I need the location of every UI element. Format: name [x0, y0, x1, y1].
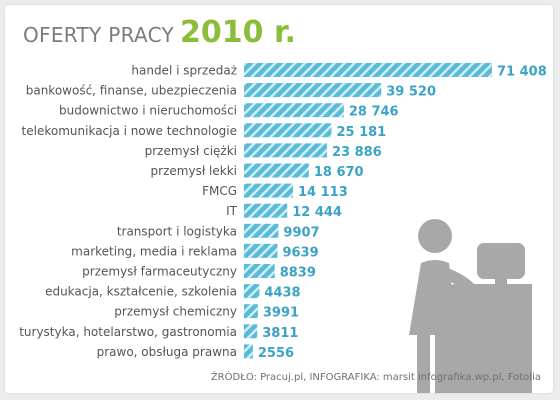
value-label: 9639 — [282, 245, 318, 260]
bar — [244, 243, 278, 258]
value-label: 39 520 — [386, 85, 436, 100]
value-label: 18 670 — [314, 165, 364, 180]
title-year: 2010 r. — [180, 15, 296, 50]
category-label: przemysł ciężki — [145, 144, 237, 158]
category-label: przemysł chemiczny — [114, 305, 237, 319]
value-label: 12 444 — [292, 205, 342, 220]
bar — [244, 103, 344, 118]
source-label: ŹRÓDŁO: — [210, 372, 257, 383]
category-label: edukacja, kształcenie, szkolenia — [45, 285, 237, 299]
value-label: 2556 — [258, 346, 294, 361]
value-label: 3991 — [263, 306, 299, 321]
bar — [244, 264, 275, 278]
bar — [244, 183, 294, 198]
bar — [244, 123, 332, 138]
bar — [244, 203, 288, 218]
bar — [244, 143, 327, 158]
bar-chart: handel i sprzedaż 71 408 bankowość, finans… — [19, 63, 547, 393]
title-prefix: OFERTY PRACY — [23, 23, 175, 47]
category-label: handel i sprzedaż — [131, 64, 237, 78]
source-note: ŹRÓDŁO: Pracuj.pl, INFOGRAFIKA: marsit i… — [211, 372, 541, 383]
page-title: OFERTY PRACY 2010 r. — [23, 15, 296, 55]
value-label: 28 746 — [349, 105, 399, 120]
category-label: prawo, obsługa prawna — [97, 345, 237, 359]
category-label: transport i logistyka — [117, 224, 237, 238]
bar — [244, 63, 492, 77]
woman-at-computer-icon — [409, 219, 532, 393]
category-label: turystyka, hotelarstwo, gastronomia — [19, 325, 237, 339]
category-label: marketing, media i reklama — [71, 244, 237, 258]
value-label: 3811 — [262, 326, 298, 341]
category-label: budownictwo i nieruchomości — [59, 104, 237, 118]
value-label: 4438 — [264, 286, 300, 301]
bar — [244, 304, 258, 319]
bar — [244, 163, 309, 178]
category-label: przemysł farmaceutyczny — [82, 265, 237, 279]
bar — [244, 83, 382, 98]
category-label: przemysł lekki — [151, 164, 237, 178]
value-label: 25 181 — [336, 125, 386, 140]
value-label: 23 886 — [332, 145, 382, 160]
value-label: 9907 — [283, 225, 319, 240]
category-label: bankowość, finanse, ubezpieczenia — [26, 84, 237, 98]
bar — [244, 223, 279, 238]
bar — [244, 324, 258, 339]
infographic-card: OFERTY PRACY 2010 r. handel i spr — [5, 5, 553, 393]
value-label: 8839 — [280, 266, 316, 281]
category-label: FMCG — [202, 184, 237, 198]
bar — [244, 344, 253, 359]
value-label: 71 408 — [497, 65, 547, 80]
value-label: 14 113 — [298, 185, 348, 200]
category-label: IT — [226, 204, 238, 218]
category-label: telekomunikacja i nowe technologie — [22, 124, 237, 138]
source-text: Pracuj.pl, INFOGRAFIKA: marsit infografi… — [260, 372, 541, 383]
bar — [244, 284, 260, 299]
